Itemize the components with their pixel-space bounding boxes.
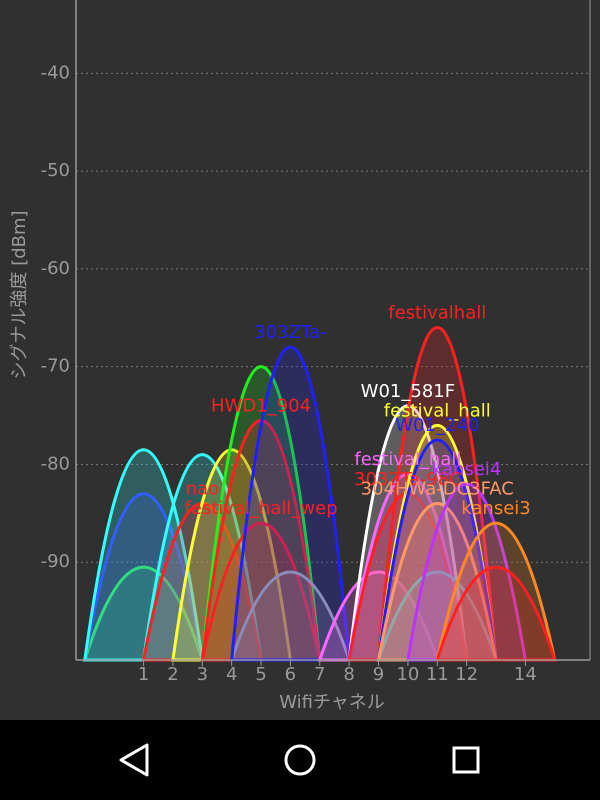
network-curve <box>141 453 263 662</box>
network-curve <box>82 565 205 662</box>
network-curve <box>229 570 352 662</box>
x-tick-label: 14 <box>514 664 537 685</box>
network-curve <box>230 345 351 662</box>
x-tick-label: 2 <box>167 664 178 685</box>
network-curve <box>376 502 498 662</box>
y-tick-label: -70 <box>41 356 70 377</box>
network-label: 304HWa-DC3FAC <box>361 479 514 500</box>
x-tick-label: 9 <box>373 664 384 685</box>
network-label: 303ZTa-98C <box>354 469 462 490</box>
x-tick-label: 1 <box>138 664 149 685</box>
network-label: W01_581F <box>361 381 455 402</box>
y-axis-title: シグナル強度 [dBm] <box>9 210 30 379</box>
network-curve <box>435 521 557 662</box>
recents-button[interactable] <box>452 746 480 774</box>
y-tick-label: -40 <box>41 62 70 83</box>
network-curve <box>435 565 557 662</box>
network-label: festivalhall <box>388 303 486 324</box>
y-tick-label: -60 <box>41 258 70 279</box>
network-curve <box>406 482 528 662</box>
network-curve <box>376 438 498 662</box>
network-curve <box>200 365 322 662</box>
network-curve <box>83 492 205 662</box>
network-label: festival_hall <box>354 449 461 470</box>
x-tick-label: 7 <box>314 664 325 685</box>
x-tick-label: 6 <box>285 664 296 685</box>
network-label: 303ZTa- <box>254 322 326 343</box>
network-label: W01_240 <box>395 415 479 436</box>
network-label: kansei4 <box>432 459 501 480</box>
network-curve <box>141 502 263 662</box>
x-tick-label: 5 <box>255 664 266 685</box>
network-label: festival_hall_wep <box>184 498 337 519</box>
network-curve <box>347 492 469 662</box>
x-tick-label: 11 <box>426 664 449 685</box>
x-tick-label: 10 <box>396 664 419 685</box>
y-tick-label: -50 <box>41 160 70 181</box>
x-axis-title: Wifiチャネル <box>279 692 385 713</box>
network-label: nao <box>186 479 219 500</box>
network-curve <box>376 570 499 662</box>
network-label: festival_hall <box>384 400 491 421</box>
navigation-bar <box>0 720 600 800</box>
plot-area: nao HWD1_904 festival_hall_wep 303ZTa- W01_5… <box>76 72 590 662</box>
network-curve <box>376 326 498 662</box>
x-tick-label: 8 <box>343 664 354 685</box>
network-label: HWD1_904 <box>211 395 311 416</box>
x-tick-label: 3 <box>197 664 208 685</box>
y-tick-label: -90 <box>41 551 70 572</box>
app-background <box>0 0 600 720</box>
x-tick-label: 12 <box>455 664 478 685</box>
back-button[interactable] <box>119 743 149 777</box>
x-tick-label: 4 <box>226 664 237 685</box>
network-label: kansei3 <box>461 498 530 519</box>
y-tick-label: -80 <box>41 453 70 474</box>
home-button[interactable] <box>284 744 316 776</box>
